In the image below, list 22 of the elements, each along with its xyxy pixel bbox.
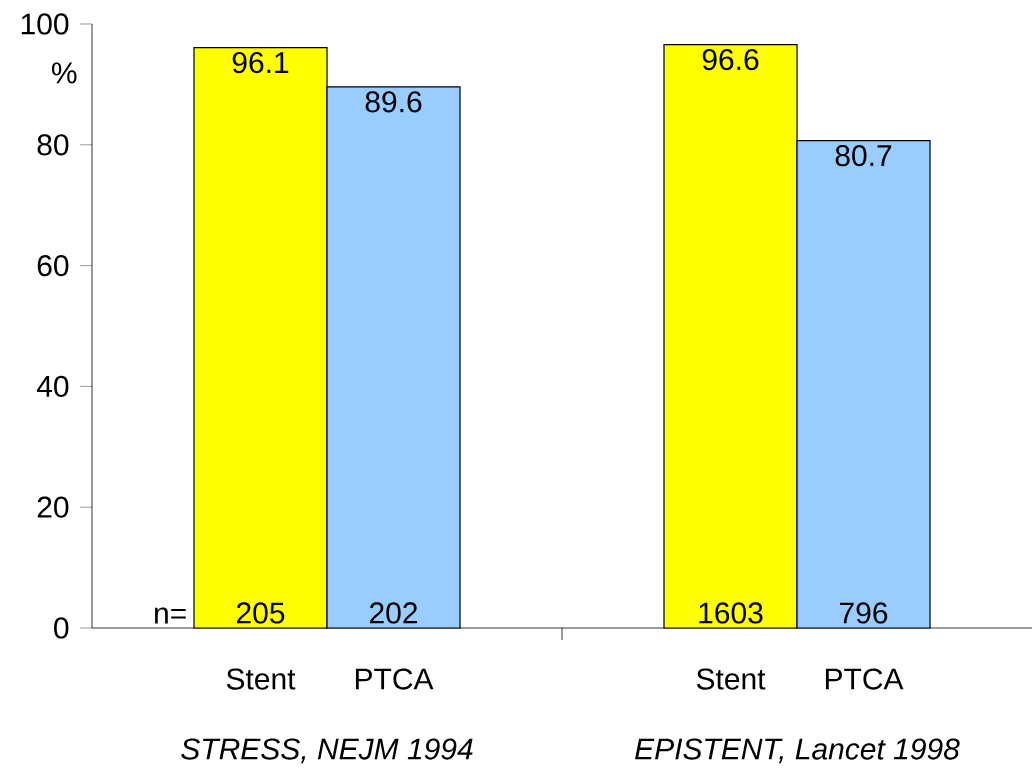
annotation: 205 <box>236 602 285 624</box>
text: PTCA <box>825 668 904 690</box>
data-label: 96.1 <box>232 51 289 74</box>
x-tick-label: STRESS, NEJM 1994 <box>181 738 473 764</box>
y-tick-label: 40 <box>36 375 69 398</box>
annotation: 202 <box>369 602 418 624</box>
y-tick-label: 0 <box>54 617 69 639</box>
text: Stent <box>696 668 766 690</box>
y-tick-label: 20 <box>37 496 69 518</box>
data-label: 96.6 <box>702 48 759 71</box>
y-tick-label: 80 <box>37 134 69 156</box>
series-label: Stent <box>226 668 296 690</box>
y-axis-title: % <box>52 62 77 84</box>
y-tick-label: 60 <box>37 254 69 277</box>
annotation: n= <box>155 607 186 624</box>
y-tick-label: 100 <box>21 13 69 35</box>
series-label: PTCA <box>355 668 434 690</box>
data-label: 89.6 <box>365 91 422 113</box>
annotation: 796 <box>840 602 888 624</box>
x-tick-label: EPISTENT, Lancet 1998 <box>635 738 960 764</box>
data-label: 80.7 <box>835 144 892 167</box>
annotation: 1603 <box>699 602 763 624</box>
